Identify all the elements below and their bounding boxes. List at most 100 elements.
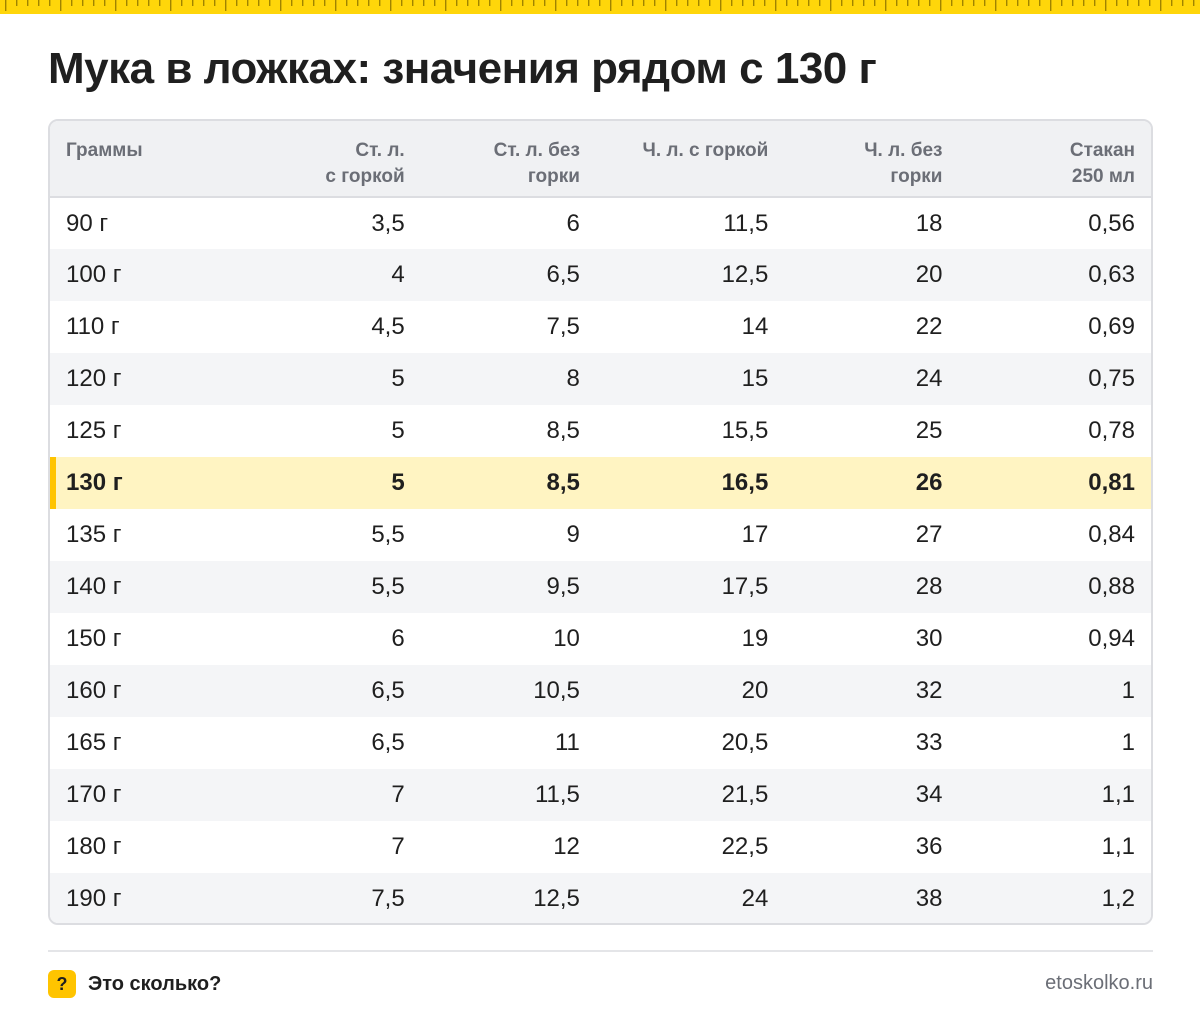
- ruler-tick: [907, 0, 909, 6]
- column-header: Стакан 250 мл: [959, 121, 1152, 197]
- value-cell: 0,78: [1088, 417, 1135, 444]
- value-cell: 1,2: [1101, 885, 1135, 912]
- table-row: 90 г 3,5 6 11,5 18 0,56: [50, 197, 1151, 249]
- ruler-tick: [16, 0, 18, 6]
- ruler-tick: [599, 0, 601, 6]
- grams-cell: 125 г: [66, 417, 122, 444]
- ruler-tick: [335, 0, 337, 11]
- value-cell: 30: [915, 625, 943, 652]
- value-cell: 34: [915, 781, 943, 808]
- ruler-tick: [731, 0, 733, 6]
- value-cell: 0,56: [1088, 209, 1135, 237]
- column-header-line: Ч. л. без: [864, 140, 943, 161]
- column-header-line: горки: [527, 166, 580, 187]
- ruler-tick: [797, 0, 799, 6]
- value-cell: 16,5: [721, 469, 769, 496]
- ruler-tick: [1193, 0, 1195, 6]
- ruler-tick: [357, 0, 359, 6]
- grams-cell: 135 г: [66, 521, 122, 548]
- ruler-tick: [401, 0, 403, 6]
- ruler-tick: [742, 0, 744, 6]
- value-cell: 5: [391, 365, 405, 392]
- ruler-tick: [995, 0, 997, 11]
- site-url: etoskolko.ru: [1045, 972, 1153, 994]
- ruler-tick: [962, 0, 964, 6]
- grams-cell: 170 г: [66, 781, 122, 808]
- ruler-tick: [313, 0, 315, 6]
- value-cell: 33: [915, 729, 943, 756]
- value-cell: 0,94: [1088, 625, 1135, 652]
- table-row: 100 г 4 6,5 12,5 20 0,63: [50, 249, 1151, 301]
- ruler-tick: [346, 0, 348, 6]
- table-row-highlighted: 130 г 5 8,5 16,5 26 0,81: [50, 457, 1151, 509]
- ruler-tick: [544, 0, 546, 6]
- ruler-strip: [0, 0, 1200, 14]
- page-title: Мука в ложках: значения рядом с 130 г: [48, 44, 877, 93]
- ruler-ticks: [5, 0, 1195, 11]
- value-cell: 38: [915, 885, 943, 912]
- ruler-tick: [566, 0, 568, 6]
- table-header: Граммы Ст. л. с горкой Ст. л. без горки Ч. л.…: [50, 121, 1151, 197]
- ruler-tick: [1149, 0, 1151, 6]
- ruler-tick: [1094, 0, 1096, 6]
- ruler-tick: [929, 0, 931, 6]
- value-cell: 6,5: [546, 261, 580, 288]
- ruler-tick: [709, 0, 711, 6]
- brand-name: Это сколько?: [88, 972, 222, 995]
- ruler-tick: [775, 0, 777, 11]
- ruler-tick: [522, 0, 524, 6]
- column-header-line: Ст. л. без: [493, 140, 580, 161]
- ruler-tick: [489, 0, 491, 6]
- ruler-tick: [819, 0, 821, 6]
- value-cell: 6: [391, 625, 405, 652]
- value-cell: 26: [915, 469, 943, 496]
- column-header-line: 250 мл: [1071, 166, 1135, 187]
- grams-cell: 90 г: [66, 209, 109, 237]
- ruler-tick: [621, 0, 623, 6]
- value-cell: 12: [553, 833, 580, 860]
- grams-cell: 140 г: [66, 573, 122, 600]
- ruler-tick: [1105, 0, 1107, 11]
- value-cell: 15: [741, 365, 769, 392]
- ruler-tick: [610, 0, 612, 11]
- grams-cell: 100 г: [66, 261, 122, 288]
- value-cell: 25: [915, 417, 943, 444]
- ruler-tick: [830, 0, 832, 11]
- column-header: Ч. л. с горкой: [596, 121, 784, 197]
- table-row: 120 г 5 8 15 24 0,75: [50, 353, 1151, 405]
- ruler-tick: [137, 0, 139, 6]
- value-cell: 11,5: [723, 209, 769, 237]
- value-cell: 7,5: [546, 313, 580, 340]
- grams-cell: 150 г: [66, 625, 122, 652]
- column-header-line: горки: [890, 166, 943, 187]
- value-cell: 22: [915, 313, 943, 340]
- ruler-tick: [1127, 0, 1129, 6]
- value-cell: 12,5: [721, 261, 769, 288]
- value-cell: 10,5: [533, 677, 580, 704]
- ruler-tick: [159, 0, 161, 6]
- ruler-tick: [1160, 0, 1162, 11]
- ruler-tick: [841, 0, 843, 6]
- ruler-tick: [808, 0, 810, 6]
- ruler-tick: [951, 0, 953, 6]
- value-cell: 5,5: [371, 573, 405, 600]
- value-cell: 20: [915, 261, 943, 288]
- table-row: 165 г 6,5 11 20,5 33 1: [50, 717, 1151, 769]
- column-header: Ч. л. без горки: [784, 121, 958, 197]
- ruler-tick: [214, 0, 216, 6]
- ruler-tick: [368, 0, 370, 6]
- value-cell: 6,5: [371, 729, 405, 756]
- value-cell: 18: [915, 209, 943, 237]
- table-row: 180 г 7 12 22,5 36 1,1: [50, 821, 1151, 873]
- column-header: Ст. л. без горки: [421, 121, 596, 197]
- table-row: 150 г 6 10 19 30 0,94: [50, 613, 1151, 665]
- ruler-tick: [665, 0, 667, 11]
- value-cell: 9: [566, 521, 580, 548]
- ruler-tick: [874, 0, 876, 6]
- ruler-tick: [786, 0, 788, 6]
- ruler-tick: [203, 0, 205, 6]
- ruler-tick: [1116, 0, 1118, 6]
- value-cell: 28: [915, 573, 943, 600]
- value-cell: 7: [391, 833, 405, 860]
- column-header-line: Ч. л. с горкой: [642, 140, 769, 161]
